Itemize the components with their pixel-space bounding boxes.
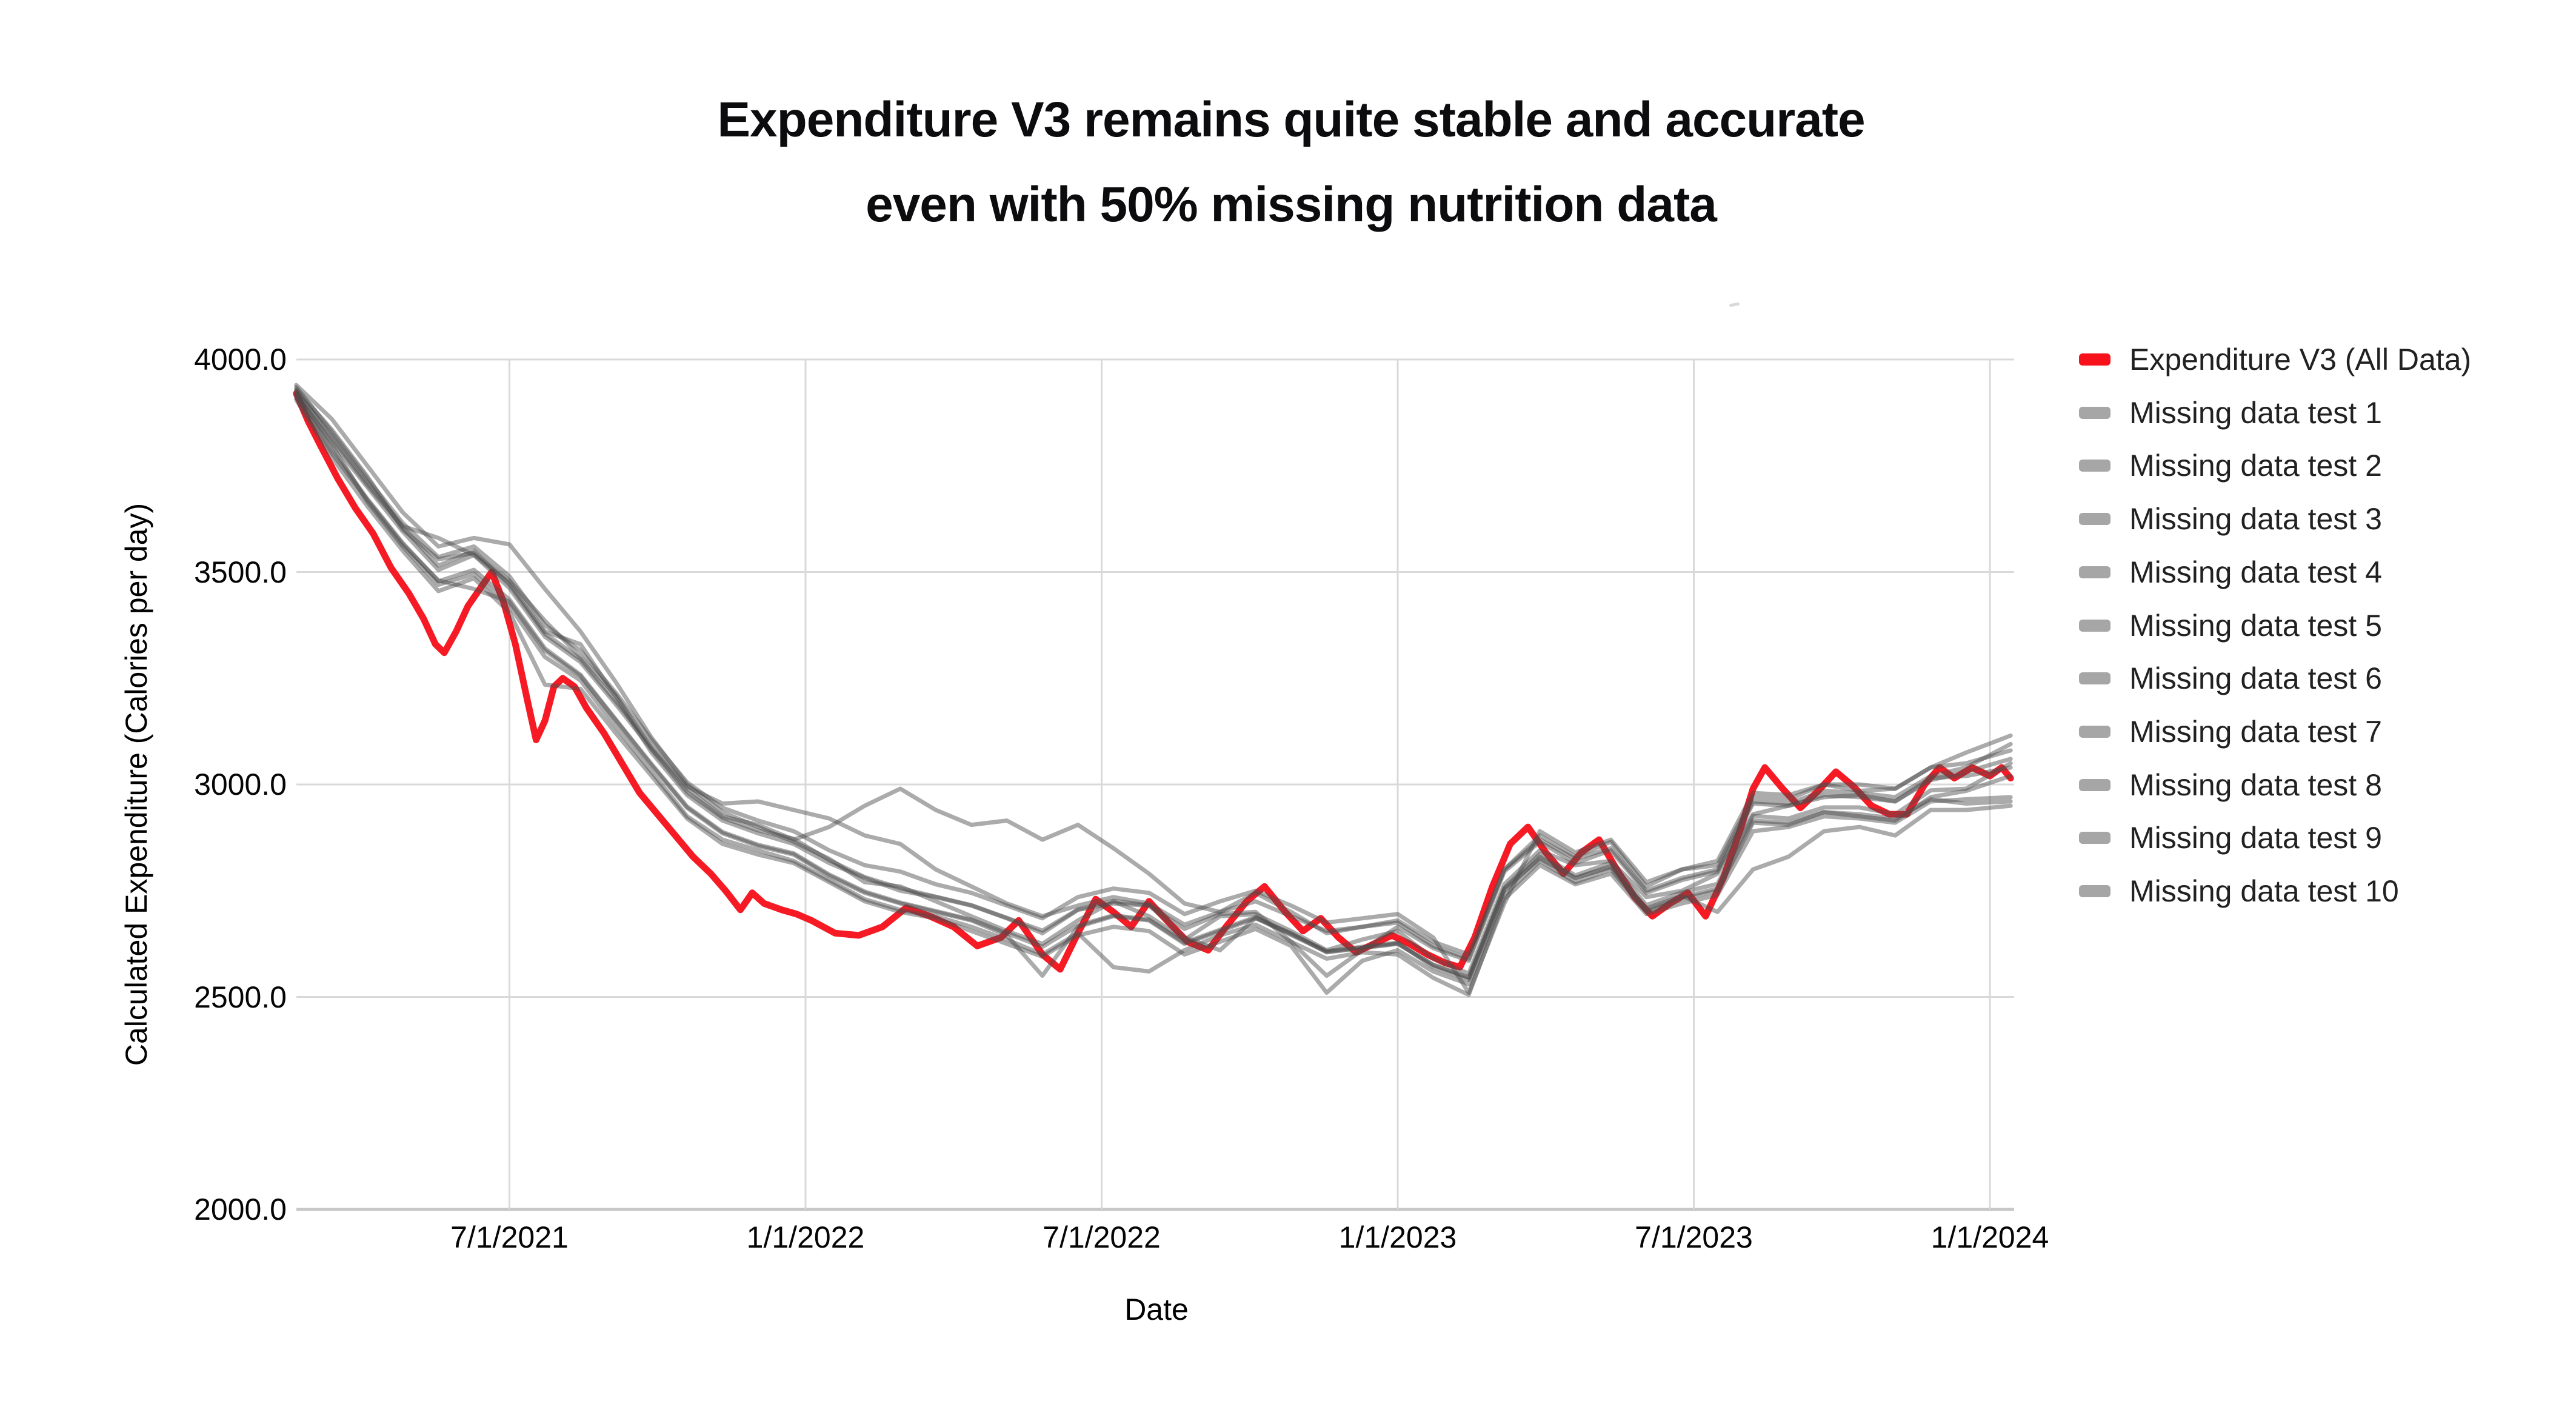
chart-title: Expenditure V3 remains quite stable and … [0, 78, 2576, 247]
legend-swatch-icon [2079, 406, 2111, 419]
legend-item-missing-test-8[interactable]: Missing data test 8 [2079, 767, 2382, 803]
series-line-missing-test-7 [294, 398, 2013, 995]
series-line-missing-test-6 [294, 385, 2013, 995]
legend-item-missing-test-10[interactable]: Missing data test 10 [2079, 874, 2399, 909]
legend-item-expenditure-v3[interactable]: Expenditure V3 (All Data) [2079, 342, 2471, 377]
legend-label: Missing data test 3 [2129, 502, 2382, 537]
series-line-missing-test-4 [294, 393, 2013, 978]
legend-swatch-icon [2079, 513, 2111, 526]
x-tick-label: 1/1/2022 [746, 1220, 865, 1254]
x-tick-label: 1/1/2024 [1930, 1220, 2049, 1254]
x-tick-label: 7/1/2021 [450, 1220, 569, 1254]
series-line-missing-test-2 [294, 383, 2013, 976]
legend-swatch-icon [2079, 460, 2111, 472]
chart-title-line2: even with 50% missing nutrition data [866, 177, 1717, 232]
chart-title-line1: Expenditure V3 remains quite stable and … [717, 92, 1865, 147]
legend-label: Expenditure V3 (All Data) [2129, 343, 2472, 376]
y-axis-title: Calculated Expenditure (Calories per day… [119, 503, 153, 1066]
legend-item-missing-test-3[interactable]: Missing data test 3 [2079, 501, 2382, 537]
legend-label: Missing data test 6 [2129, 661, 2382, 696]
series-line-missing-test-9 [294, 392, 2013, 982]
legend-swatch-icon [2079, 832, 2111, 844]
y-tick-label: 4000.0 [194, 343, 287, 376]
legend-label: Missing data test 8 [2129, 767, 2382, 802]
x-tick-label: 7/1/2023 [1635, 1220, 1753, 1254]
legend-swatch-icon [2079, 725, 2111, 738]
legend-item-missing-test-2[interactable]: Missing data test 2 [2079, 448, 2382, 483]
legend-swatch-icon [2079, 885, 2111, 897]
legend-label: Missing data test 2 [2129, 449, 2382, 483]
x-tick-label: 1/1/2023 [1338, 1220, 1457, 1254]
y-tick-label: 2000.0 [194, 1192, 287, 1226]
legend-item-missing-test-9[interactable]: Missing data test 9 [2079, 820, 2382, 855]
legend-label: Missing data test 5 [2129, 608, 2382, 643]
y-tick-label: 3000.0 [194, 767, 287, 801]
series-line-missing-test-10 [294, 388, 2013, 980]
series-line-missing-test-1 [294, 387, 2013, 957]
series-line-expenditure-v3 [293, 390, 2014, 973]
legend-item-missing-test-1[interactable]: Missing data test 1 [2079, 395, 2382, 430]
y-tick-label: 2500.0 [194, 980, 287, 1014]
legend-swatch-icon [2079, 778, 2111, 791]
legend-swatch-icon [2079, 672, 2111, 685]
legend-label: Missing data test 10 [2129, 874, 2399, 908]
legend-item-missing-test-4[interactable]: Missing data test 4 [2079, 555, 2382, 590]
y-tick-label: 3500.0 [194, 555, 287, 589]
legend-item-missing-test-5[interactable]: Missing data test 5 [2079, 608, 2382, 643]
legend-label: Missing data test 7 [2129, 714, 2382, 749]
legend-item-missing-test-7[interactable]: Missing data test 7 [2079, 714, 2382, 749]
series-line-missing-test-5 [294, 395, 2013, 980]
series-line-missing-test-3 [294, 391, 2013, 997]
legend-label: Missing data test 1 [2129, 395, 2382, 430]
legend-label: Missing data test 4 [2129, 555, 2382, 589]
x-axis-title: Date [1124, 1292, 1189, 1326]
legend-swatch-icon [2079, 353, 2111, 366]
x-tick-label: 7/1/2022 [1043, 1220, 1161, 1254]
legend-swatch-icon [2079, 566, 2111, 578]
legend-label: Missing data test 9 [2129, 821, 2382, 855]
series-line-missing-test-8 [294, 389, 2013, 961]
legend-item-missing-test-6[interactable]: Missing data test 6 [2079, 661, 2382, 696]
legend-swatch-icon [2079, 619, 2111, 632]
